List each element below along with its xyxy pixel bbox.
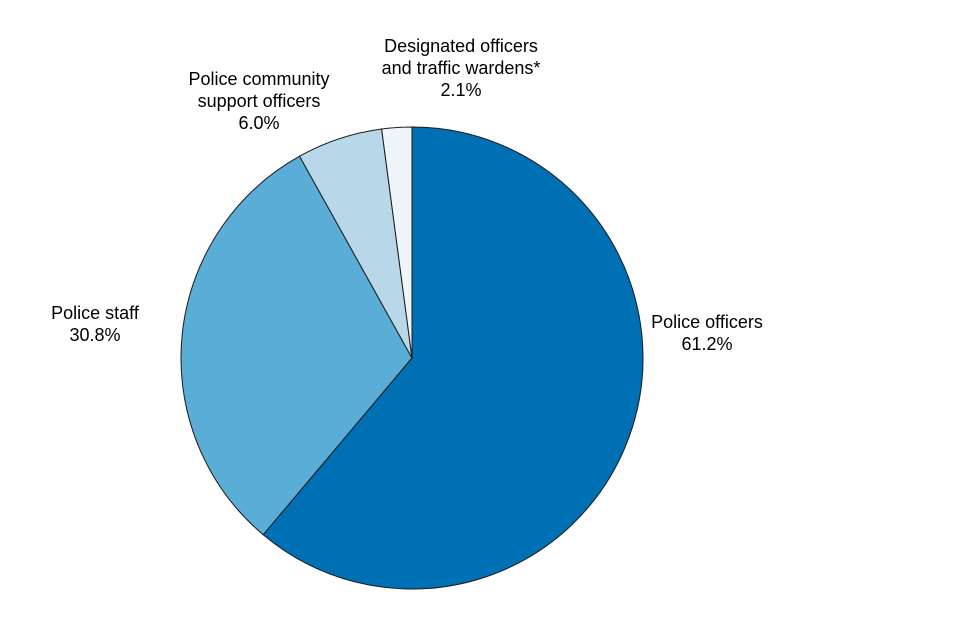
label-name-line: and traffic wardens* [382, 58, 541, 78]
label-value: 6.0% [238, 113, 279, 133]
label-name-line: support officers [198, 91, 321, 111]
label-value: 2.1% [440, 80, 481, 100]
label-name-line: Police officers [651, 312, 763, 332]
label-value: 30.8% [69, 325, 120, 345]
label-pcso: Police community support officers 6.0% [188, 69, 329, 133]
label-name-line: Police community [188, 69, 329, 89]
label-police-officers: Police officers 61.2% [651, 312, 763, 354]
slice-police-officers [262, 126, 644, 590]
slice-labels: Police officers 61.2%Police staff 30.8%Pol… [51, 36, 763, 354]
label-designated-officers: Designated officers and traffic wardens* 2… [382, 36, 541, 100]
slice-designated-officers [381, 126, 413, 359]
pie-slices [180, 126, 644, 590]
label-police-staff: Police staff 30.8% [51, 303, 140, 345]
label-name-line: Designated officers [384, 36, 538, 56]
slice-police-staff [180, 155, 413, 536]
label-value: 61.2% [681, 334, 732, 354]
label-name-line: Police staff [51, 303, 140, 323]
